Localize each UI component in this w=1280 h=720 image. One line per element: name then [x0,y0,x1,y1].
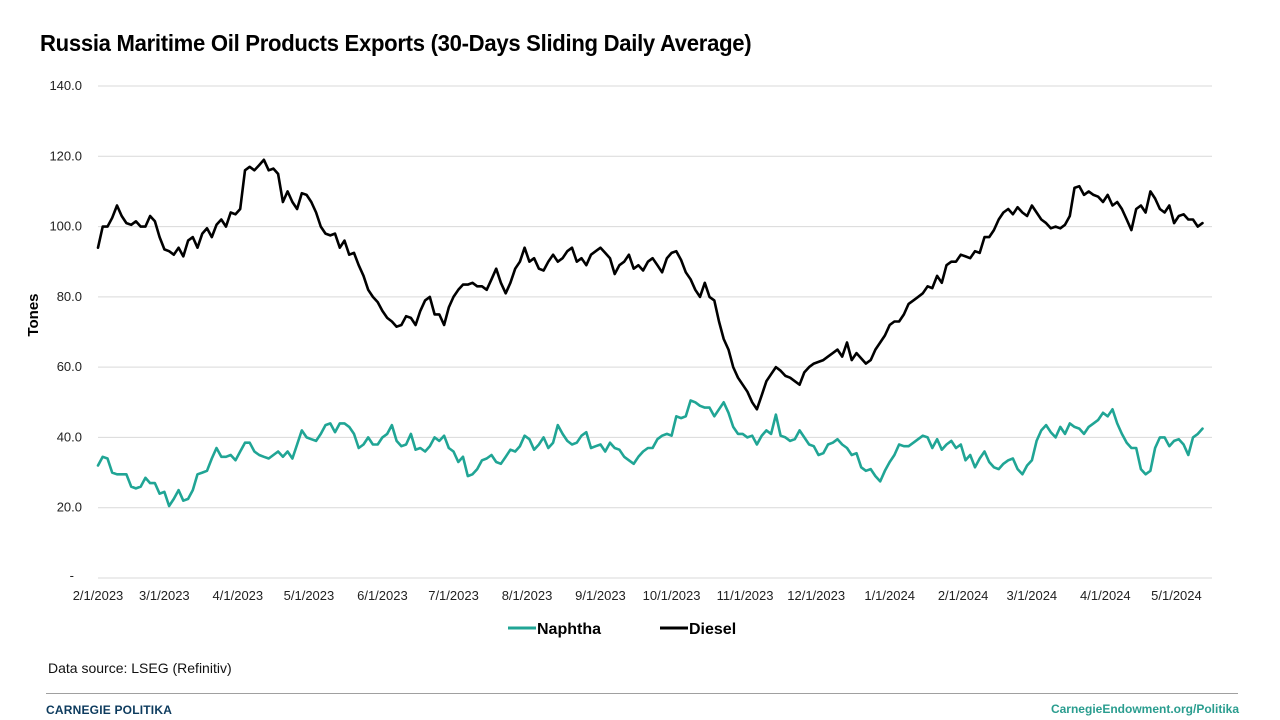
legend: Naphtha Diesel [508,621,736,638]
x-tick-label: 11/1/2023 [717,588,774,603]
x-tick-label: 7/1/2023 [428,588,479,603]
x-tick-label: 6/1/2023 [357,588,408,603]
y-tick-label: - [70,568,74,583]
y-tick-label: 20.0 [57,500,82,515]
x-tick-label: 1/1/2024 [864,588,915,603]
gridlines [98,85,1212,579]
x-axis-ticks: 2/1/2023 3/1/2023 4/1/2023 5/1/2023 6/1/2023… [73,588,1202,603]
x-tick-label: 3/1/2024 [1007,588,1058,603]
legend-item-naphtha: Naphtha [508,621,601,638]
data-source-note: Data source: LSEG (Refinitiv) [48,660,232,676]
y-tick-label: 80.0 [57,289,82,304]
y-tick-label: 140.0 [49,78,82,93]
legend-label: Naphtha [537,621,601,638]
y-tick-label: 40.0 [57,429,82,444]
series-line-naphtha [96,399,1204,508]
x-tick-label: 4/1/2024 [1080,588,1131,603]
x-tick-label: 12/1/2023 [787,588,845,603]
series-lines [96,158,1204,508]
brand-url-link[interactable]: CarnegieEndowment.org/Politika [1050,702,1239,716]
x-tick-label: 4/1/2023 [213,588,264,603]
x-tick-label: 3/1/2023 [139,588,190,603]
y-tick-label: 120.0 [49,148,82,163]
x-tick-label: 5/1/2024 [1151,588,1202,603]
y-tick-label: 100.0 [49,219,82,234]
brand-name: CARNEGIE POLITIKA [46,703,173,717]
y-axis-label: Tones [25,293,42,336]
x-tick-label: 5/1/2023 [284,588,335,603]
x-tick-label: 8/1/2023 [502,588,553,603]
chart-title: Russia Maritime Oil Products Exports (30… [40,30,752,56]
legend-label: Diesel [689,621,736,638]
x-tick-label: 2/1/2023 [73,588,124,603]
x-tick-label: 10/1/2023 [643,588,701,603]
series-line-diesel [96,158,1204,411]
footer-divider [46,693,1238,694]
y-tick-label: 60.0 [57,359,82,374]
x-tick-label: 9/1/2023 [575,588,626,603]
x-tick-label: 2/1/2024 [938,588,989,603]
y-axis-ticks: - 20.0 40.0 60.0 80.0 100.0 120.0 140.0 [49,78,82,583]
legend-item-diesel: Diesel [660,621,736,638]
